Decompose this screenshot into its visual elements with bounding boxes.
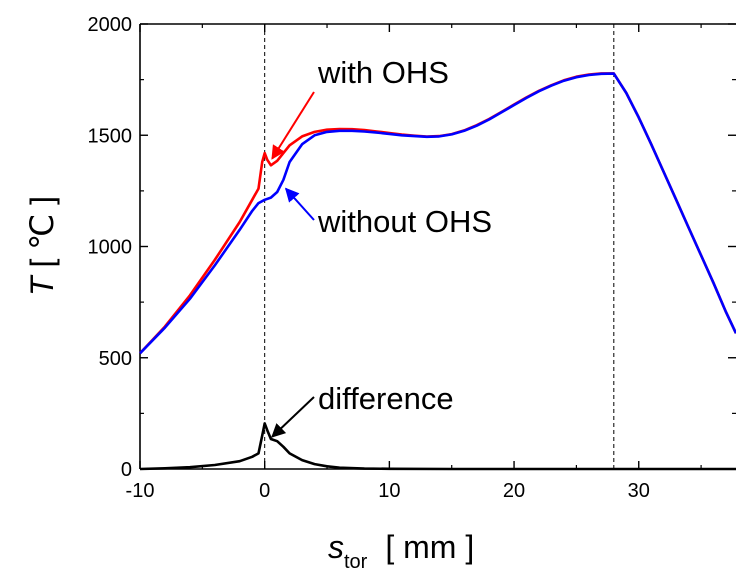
x-axis-ticks: -10 0 10 20 30 bbox=[126, 24, 702, 502]
y-tick-label: 1500 bbox=[88, 125, 133, 147]
annotation-label-without-ohs: without OHS bbox=[317, 204, 492, 239]
x-tick-label: 0 bbox=[259, 480, 270, 502]
x-axis-symbol: s bbox=[328, 529, 344, 565]
y-tick-label: 1000 bbox=[88, 237, 133, 259]
x-axis-unit: [ mm ] bbox=[385, 529, 474, 565]
annotation-label-difference: difference bbox=[318, 381, 454, 416]
y-tick-label: 0 bbox=[121, 459, 132, 481]
x-tick-label: 10 bbox=[378, 480, 400, 502]
y-tick-label: 500 bbox=[99, 348, 132, 370]
y-tick-label: 2000 bbox=[88, 14, 133, 36]
series-line-difference bbox=[139, 422, 736, 471]
y-axis-symbol: T bbox=[24, 274, 60, 296]
annotations: with OHS without OHS difference bbox=[271, 55, 492, 438]
y-axis-ticks: 0 500 1000 1500 2000 bbox=[88, 14, 736, 481]
x-axis-subscript: tor bbox=[344, 551, 368, 571]
series-group bbox=[139, 72, 736, 471]
y-axis-unit: [ ℃ ] bbox=[24, 196, 60, 268]
annotation-label-with-ohs: with OHS bbox=[317, 55, 449, 90]
x-tick-label: -10 bbox=[126, 480, 155, 502]
x-tick-label: 20 bbox=[503, 480, 525, 502]
x-tick-label: 30 bbox=[628, 480, 650, 502]
annotation-arrow-difference bbox=[271, 396, 315, 438]
x-axis-title: stor [ mm ] bbox=[328, 529, 474, 571]
y-axis-title: T [ ℃ ] bbox=[24, 196, 60, 296]
annotation-arrow-without-ohs bbox=[284, 187, 315, 221]
series-line-without-ohs bbox=[139, 72, 736, 355]
annotation-arrow-with-ohs bbox=[271, 91, 315, 160]
